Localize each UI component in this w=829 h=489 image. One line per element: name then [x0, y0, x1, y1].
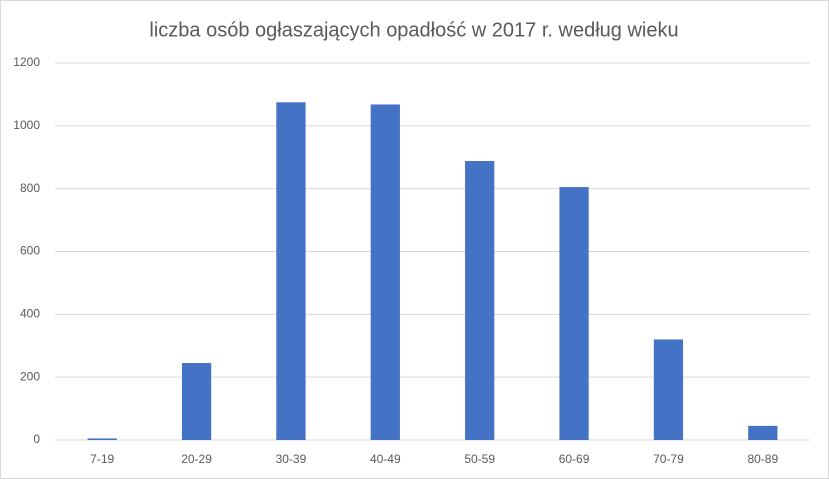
bar [653, 339, 684, 440]
bar [748, 425, 778, 440]
x-tick-label: 40-49 [370, 452, 401, 466]
y-tick-label: 1200 [13, 55, 40, 69]
x-tick-label: 50-59 [464, 452, 495, 466]
bar [370, 104, 400, 440]
y-tick-label: 400 [20, 307, 40, 321]
x-tick-label: 70-79 [653, 452, 684, 466]
bar [559, 187, 589, 440]
y-tick-label: 600 [20, 244, 40, 258]
y-tick-label: 0 [33, 432, 40, 446]
bar [181, 363, 212, 440]
y-tick-label: 200 [20, 369, 40, 383]
x-tick-label: 60-69 [559, 452, 590, 466]
x-tick-label: 30-39 [276, 452, 307, 466]
bar [87, 438, 117, 440]
chart-title: liczba osób ogłaszających opadłość w 201… [149, 19, 678, 41]
bar [465, 161, 495, 440]
y-tick-label: 800 [20, 181, 40, 195]
x-tick-label: 7-19 [90, 452, 114, 466]
bar [276, 102, 306, 440]
x-tick-label: 80-89 [747, 452, 778, 466]
x-tick-label: 20-29 [181, 452, 212, 466]
chart-border [0, 0, 829, 479]
y-tick-label: 1000 [13, 118, 40, 132]
